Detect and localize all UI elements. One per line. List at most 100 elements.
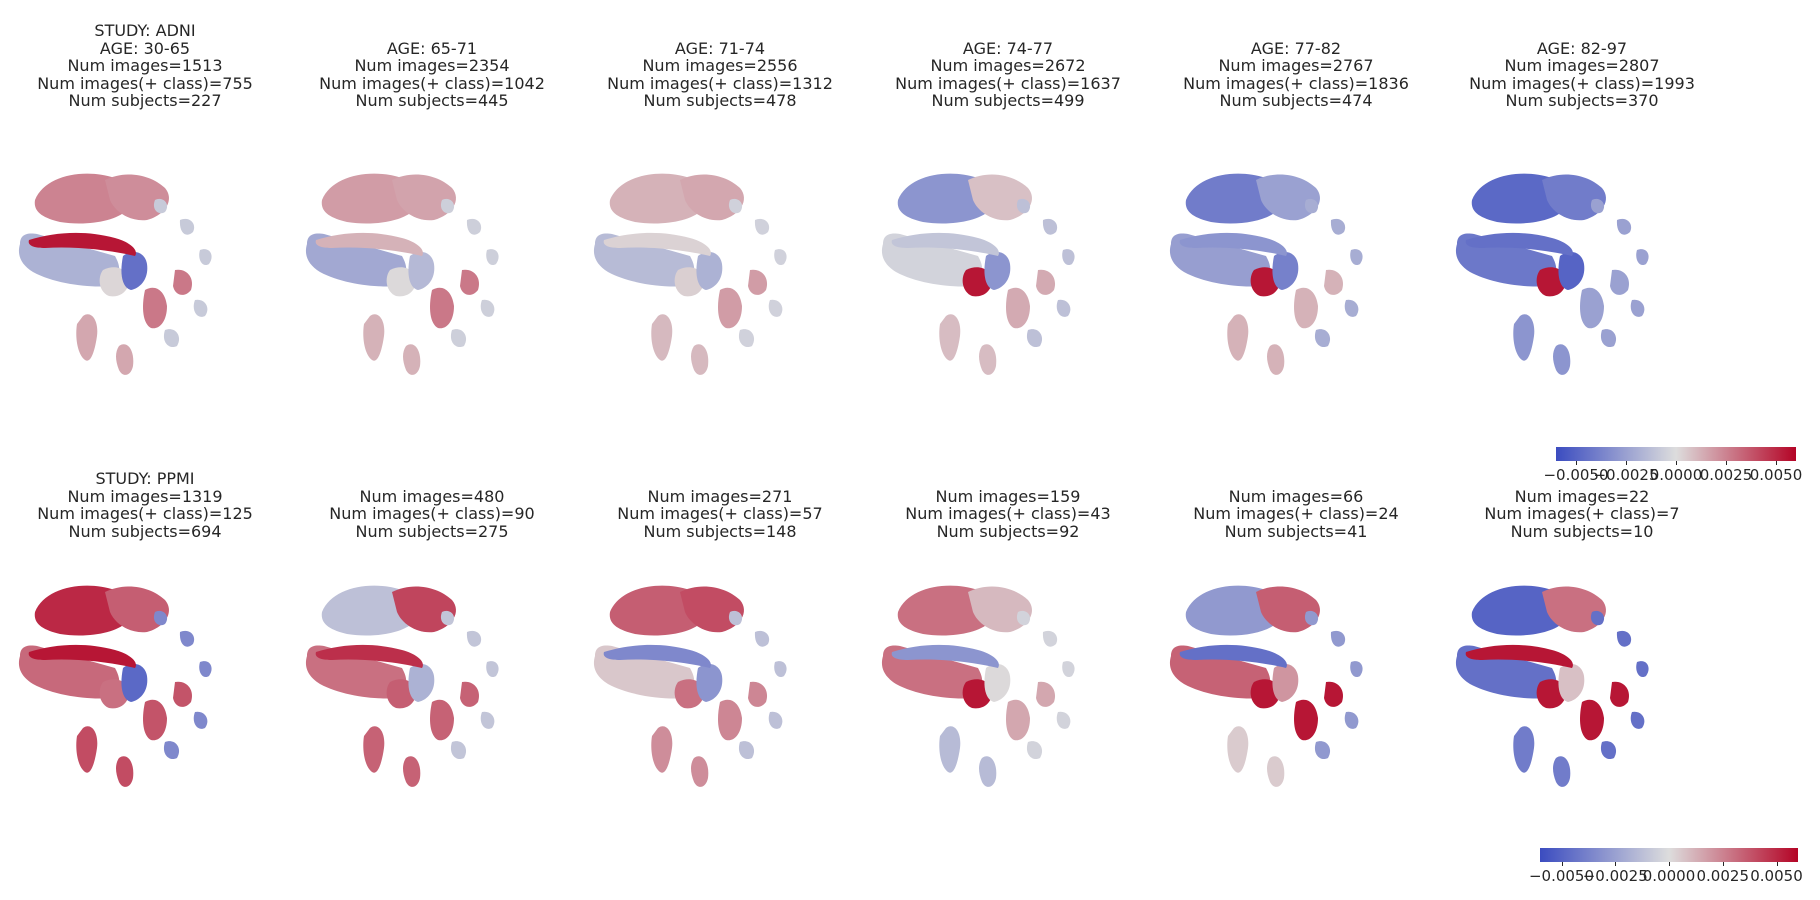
region-caudate <box>696 251 723 290</box>
panel-title-line: Num images(+ class)=57 <box>617 504 823 523</box>
region-frontal-b <box>105 586 169 633</box>
brain-heatmap <box>593 173 787 375</box>
region-frontal-b <box>105 174 169 221</box>
panel-title-line: Num images=159 <box>935 486 1081 506</box>
region-caudate <box>121 251 148 290</box>
panel-title-line: Num images(+ class)=1637 <box>895 73 1121 93</box>
region-right-scatter <box>1304 198 1363 348</box>
panel-title: Num images=480 Num images(+ class)=90 Num … <box>302 470 562 540</box>
panel-title-line: Num images(+ class)=24 <box>1193 504 1399 523</box>
brain-heatmap <box>1169 585 1363 787</box>
colorbar-tick <box>1626 461 1627 465</box>
brain-heatmap <box>18 173 212 375</box>
panel-title: STUDY: PPMI Num images=1319 Num images(+ c… <box>15 470 275 540</box>
colorbar-tick-label: 0.0050 <box>1749 466 1803 484</box>
panel-title: STUDY: ADNI AGE: 30-65 Num images=1513 Num … <box>15 22 275 110</box>
panel-title-line <box>1166 22 1426 40</box>
region-frontal-streak <box>315 644 423 668</box>
region-cerebellum <box>1294 269 1344 329</box>
region-caudate <box>121 663 148 702</box>
region-cerebellum <box>430 681 480 741</box>
region-cerebellum <box>1006 269 1056 329</box>
colorbar-gradient <box>1556 447 1796 461</box>
panel-title-line <box>302 470 562 488</box>
region-right-scatter <box>728 610 787 760</box>
panel-title-line: Num images(+ class)=1993 <box>1469 73 1695 93</box>
colorbar-tick <box>1669 862 1670 866</box>
region-caudate <box>984 663 1011 702</box>
panel-title-line: Num images=2767 <box>1218 56 1374 75</box>
region-frontal-b <box>968 586 1032 633</box>
region-right-scatter <box>1590 198 1649 348</box>
panel-title-line: AGE: 77-82 <box>1250 38 1342 58</box>
region-cerebellum <box>1580 681 1630 741</box>
region-right-scatter <box>1016 610 1075 760</box>
panel-title: Num images=22 Num images(+ class)=7 Num su… <box>1452 470 1712 540</box>
region-right-scatter <box>728 198 787 348</box>
region-cerebellum <box>1006 681 1056 741</box>
colorbar: −0.0050 −0.0025 0.0000 0.0025 0.0050 <box>1529 848 1803 888</box>
colorbar-tick-label: −0.0050 <box>1543 466 1609 484</box>
region-cerebellum <box>718 681 768 741</box>
region-frontal-b <box>392 586 456 633</box>
panel-title-line: Num images(+ class)=1836 <box>1183 73 1409 93</box>
region-right-scatter <box>153 610 212 760</box>
brain-heatmap <box>1455 585 1649 787</box>
brain-heatmap <box>305 585 499 787</box>
region-frontal-streak <box>603 644 711 668</box>
region-occipital <box>1513 726 1571 787</box>
panel-title-line: Num images(+ class)=90 <box>329 504 535 523</box>
region-caudate <box>408 663 435 702</box>
region-cerebellum <box>1294 681 1344 741</box>
panel-title-line: Num images=22 <box>1514 486 1650 506</box>
brain-heatmap <box>18 585 212 787</box>
panel-title-line: STUDY: ADNI <box>94 21 196 40</box>
panel-title-line: Num subjects=148 <box>643 521 797 541</box>
panel-title: Num images=271 Num images(+ class)=57 Num … <box>590 470 850 540</box>
panel-title: AGE: 65-71 Num images=2354 Num images(+ cl… <box>302 22 562 110</box>
colorbar: −0.0050 −0.0025 0.0000 0.0025 0.0050 <box>1543 447 1802 487</box>
panel-title-line: Num images(+ class)=43 <box>905 504 1111 523</box>
panel-title-line <box>590 470 850 488</box>
region-caudate <box>1558 251 1585 290</box>
region-right-scatter <box>440 610 499 760</box>
panel-title-line: Num images(+ class)=1312 <box>607 73 833 93</box>
region-frontal-b <box>392 174 456 221</box>
panel-title-line: AGE: 65-71 <box>386 38 478 58</box>
region-occipital <box>651 726 709 787</box>
region-frontal-b <box>1542 174 1606 221</box>
panel-title-line: Num subjects=478 <box>643 91 797 110</box>
brain-heatmap <box>881 173 1075 375</box>
colorbar-tick <box>1561 862 1563 866</box>
brain-heatmap <box>1455 173 1649 375</box>
region-frontal-streak <box>1465 232 1573 256</box>
panel-title-line: AGE: 71-74 <box>674 38 766 58</box>
colorbar-tick-label: 0.0000 <box>1649 466 1703 484</box>
region-right-scatter <box>153 198 212 348</box>
panel-title-line <box>878 22 1138 40</box>
colorbar-tick-label: 0.0050 <box>1750 867 1803 885</box>
region-occipital <box>363 726 421 787</box>
brain-heatmap <box>305 173 499 375</box>
region-occipital <box>651 314 709 375</box>
region-occipital <box>363 314 421 375</box>
colorbar-tick <box>1722 862 1724 866</box>
region-frontal-streak <box>603 232 711 256</box>
colorbar-tick-label: 0.0025 <box>1696 867 1750 885</box>
panel-title-line: Num images(+ class)=125 <box>37 504 253 523</box>
region-caudate <box>984 251 1011 290</box>
panel-title: Num images=66 Num images(+ class)=24 Num s… <box>1166 470 1426 540</box>
panel-title-line: STUDY: PPMI <box>95 469 195 488</box>
region-frontal-b <box>1256 174 1320 221</box>
brain-heatmap <box>593 585 787 787</box>
region-frontal-streak <box>1465 644 1573 668</box>
region-frontal-streak <box>891 232 999 256</box>
colorbar-tick-label: −0.0050 <box>1528 867 1595 885</box>
panel-title-line <box>1166 470 1426 488</box>
colorbar-tick <box>1776 862 1778 866</box>
region-frontal-streak <box>1179 644 1287 668</box>
region-frontal-b <box>1542 586 1606 633</box>
panel-title-line: Num subjects=445 <box>355 91 509 110</box>
panel-title-line: Num images(+ class)=755 <box>37 73 253 93</box>
panel-title-line: Num images=1513 <box>67 56 223 75</box>
